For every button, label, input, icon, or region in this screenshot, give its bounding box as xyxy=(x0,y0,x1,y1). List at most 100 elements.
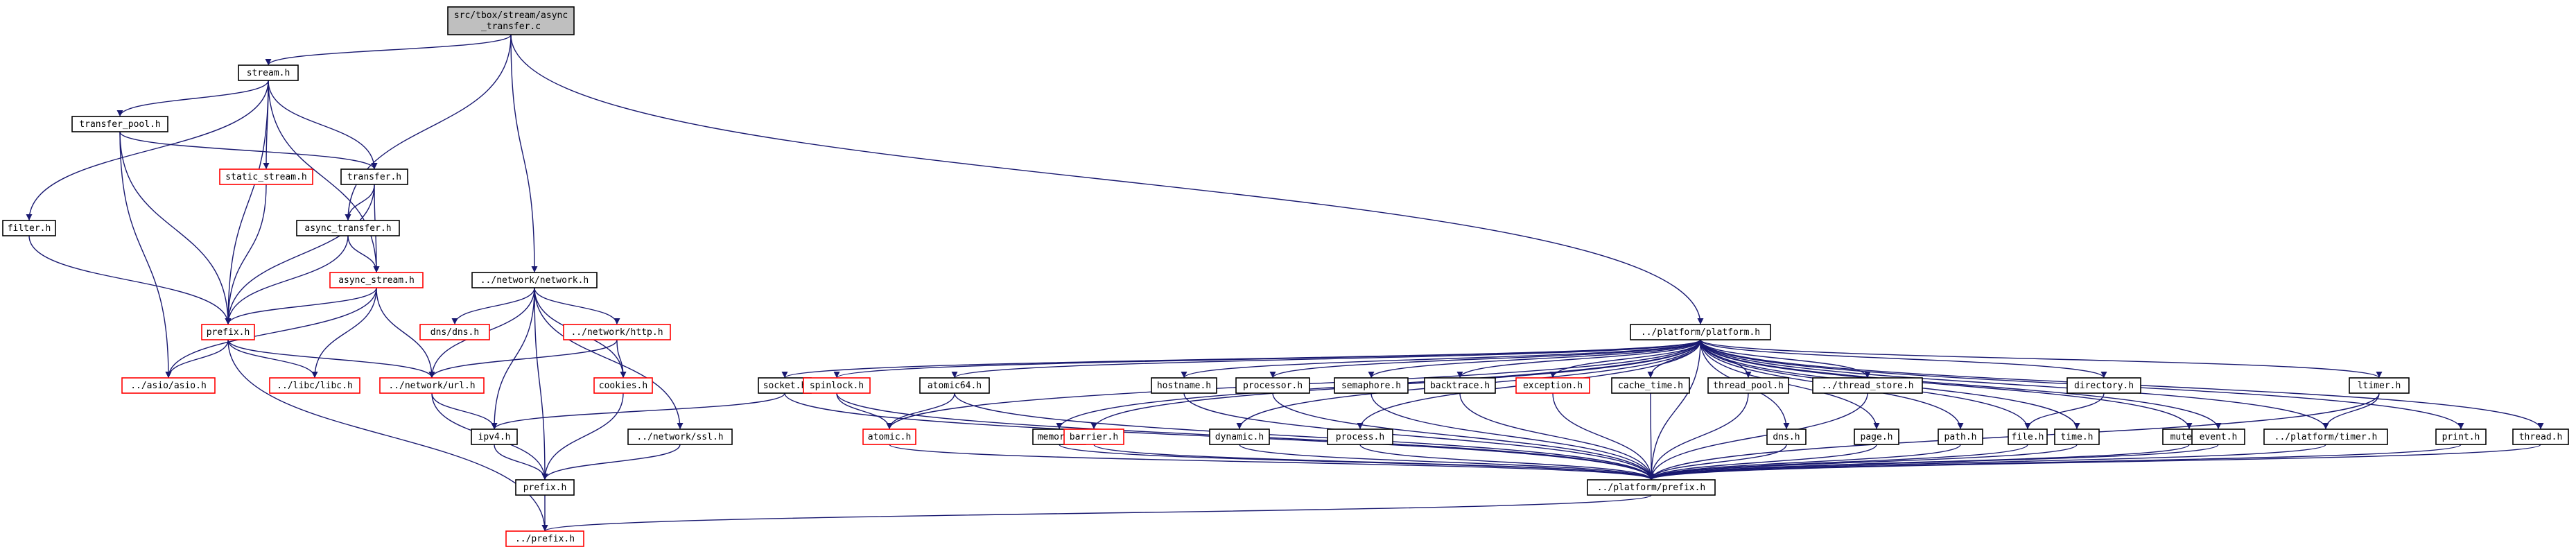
node-directory[interactable]: directory.h xyxy=(2066,377,2141,394)
node-box xyxy=(2008,429,2048,445)
node-file[interactable]: file.h xyxy=(2008,429,2048,445)
node-box xyxy=(1334,377,1409,394)
node-atomic64[interactable]: atomic64.h xyxy=(919,377,990,394)
node-asio[interactable]: ../asio/asio.h xyxy=(121,377,216,394)
node-label: ../network/ssl.h xyxy=(636,432,723,442)
node-label: ipv4.h xyxy=(478,432,511,442)
node-process[interactable]: process.h xyxy=(1327,429,1393,445)
edge-platform-to-processor xyxy=(1269,339,1701,379)
node-cache-time[interactable]: cache_time.h xyxy=(1611,377,1690,394)
node-processor[interactable]: processor.h xyxy=(1235,377,1310,394)
node-box xyxy=(2512,429,2569,445)
node-thread-pool[interactable]: thread_pool.h xyxy=(1707,377,1789,394)
node-stream[interactable]: stream.h xyxy=(238,64,299,81)
node-prefix-h[interactable]: prefix.h xyxy=(201,324,255,340)
node-prefix-up[interactable]: ../prefix.h xyxy=(505,530,584,547)
node-label: directory.h xyxy=(2074,381,2134,391)
node-hostname[interactable]: hostname.h xyxy=(1151,377,1217,394)
node-filter[interactable]: filter.h xyxy=(2,220,56,236)
node-static-stream[interactable]: static_stream.h xyxy=(219,168,313,185)
node-box xyxy=(1209,429,1270,445)
edge-thread-to-pprefix xyxy=(1648,444,2541,481)
node-root[interactable]: src/tbox/stream/async_transfer.c xyxy=(447,6,575,35)
edge-print-to-pprefix xyxy=(1648,444,2462,481)
node-box xyxy=(1063,429,1124,445)
node-thread[interactable]: thread.h xyxy=(2512,429,2569,445)
edge-layer xyxy=(26,34,2544,532)
edge-filter-to-prefix-h xyxy=(28,235,232,325)
node-box xyxy=(2,220,56,236)
edge-platform-to-semaphore xyxy=(1368,339,1701,379)
node-libc[interactable]: ../libc/libc.h xyxy=(269,377,360,394)
node-box xyxy=(447,6,575,35)
node-box xyxy=(2054,429,2100,445)
node-label: processor.h xyxy=(1243,381,1303,391)
edge-platform-to-backtrace xyxy=(1456,339,1701,379)
node-ipv4[interactable]: ipv4.h xyxy=(471,429,518,445)
node-box xyxy=(471,272,598,288)
edge-network-to-http xyxy=(534,287,620,325)
node-label: static_stream.h xyxy=(225,172,306,182)
node-network[interactable]: ../network/network.h xyxy=(471,272,598,288)
node-atomic[interactable]: atomic.h xyxy=(862,429,916,445)
node-async-transfer[interactable]: async_transfer.h xyxy=(296,220,400,236)
node-label: ../thread_store.h xyxy=(1821,381,1913,391)
node-path[interactable]: path.h xyxy=(1938,429,1983,445)
edge-stream-to-prefix-h xyxy=(225,80,269,325)
node-label: transfer_pool.h xyxy=(79,119,160,130)
node-page[interactable]: page.h xyxy=(1854,429,1899,445)
node-pprefix[interactable]: ../platform/prefix.h xyxy=(1587,479,1716,496)
node-dns[interactable]: dns/dns.h xyxy=(419,324,490,340)
edge-async-stream-to-prefix-h xyxy=(225,287,377,325)
node-spinlock[interactable]: spinlock.h xyxy=(803,377,871,394)
node-transfer[interactable]: transfer.h xyxy=(340,168,408,185)
node-barrier[interactable]: barrier.h xyxy=(1063,429,1124,445)
node-box xyxy=(563,324,671,340)
node-box xyxy=(2263,429,2388,445)
node-label: hostname.h xyxy=(1157,381,1211,391)
node-transfer-pool[interactable]: transfer_pool.h xyxy=(71,116,168,132)
node-url[interactable]: ../network/url.h xyxy=(379,377,485,394)
edge-static-stream-to-prefix-h xyxy=(225,184,267,325)
node-box xyxy=(238,64,299,81)
node-dns2[interactable]: dns.h xyxy=(1766,429,1807,445)
edge-barrier-to-pprefix xyxy=(1093,444,1655,481)
node-cookies[interactable]: cookies.h xyxy=(593,377,653,394)
node-print[interactable]: print.h xyxy=(2435,429,2487,445)
node-platform[interactable]: ../platform/platform.h xyxy=(1630,324,1771,340)
node-box xyxy=(379,377,485,394)
node-box xyxy=(627,429,733,445)
node-time[interactable]: time.h xyxy=(2054,429,2100,445)
node-ltimer[interactable]: ltimer.h xyxy=(2349,377,2410,394)
node-ptimer[interactable]: ../platform/timer.h xyxy=(2263,429,2388,445)
node-exception[interactable]: exception.h xyxy=(1515,377,1590,394)
edge-platform-to-cache-time xyxy=(1647,339,1701,379)
edge-platform-to-ltimer xyxy=(1700,339,2383,379)
node-label: ../libc/libc.h xyxy=(277,381,353,391)
node-semaphore[interactable]: semaphore.h xyxy=(1334,377,1409,394)
node-label: stream.h xyxy=(247,68,290,78)
edge-platform-to-directory xyxy=(1700,339,2107,379)
node-backtrace[interactable]: backtrace.h xyxy=(1424,377,1496,394)
edge-atomic-to-pprefix xyxy=(889,444,1655,481)
edge-platform-to-event xyxy=(1700,339,2222,430)
node-label: thread.h xyxy=(2519,432,2563,442)
edge-prefix-h-to-libc xyxy=(227,339,318,379)
node-async-stream[interactable]: async_stream.h xyxy=(329,272,424,288)
node-http[interactable]: ../network/http.h xyxy=(563,324,671,340)
node-label: transfer.h xyxy=(347,172,401,182)
node-box xyxy=(1515,377,1590,394)
edge-root-to-network xyxy=(510,34,538,273)
node-event[interactable]: event.h xyxy=(2191,429,2245,445)
node-box xyxy=(419,324,490,340)
node-socket[interactable]: socket.h xyxy=(758,377,812,394)
edge-stream-to-transfer-pool xyxy=(116,80,269,117)
edge-network-to-ipv4 xyxy=(491,287,535,430)
node-box xyxy=(1812,377,1923,394)
node-box xyxy=(219,168,313,185)
node-thread-store[interactable]: ../thread_store.h xyxy=(1812,377,1923,394)
node-dynamic[interactable]: dynamic.h xyxy=(1209,429,1270,445)
node-ssl[interactable]: ../network/ssl.h xyxy=(627,429,733,445)
edge-async-transfer-to-async-stream xyxy=(347,235,380,273)
node-prefix2[interactable]: prefix.h xyxy=(515,479,575,496)
